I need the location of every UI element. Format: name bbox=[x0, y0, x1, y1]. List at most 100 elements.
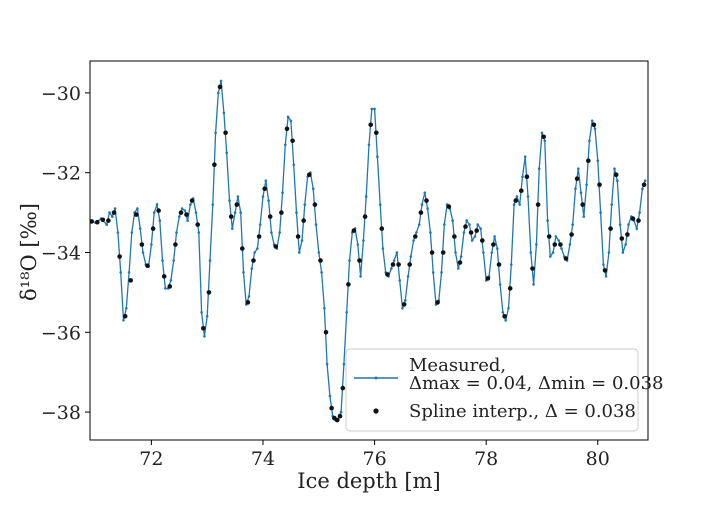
spline-point bbox=[134, 212, 139, 217]
spline-point bbox=[457, 260, 463, 265]
measured-point bbox=[169, 279, 173, 282]
y-tick-label: −38 bbox=[41, 402, 81, 424]
spline-point bbox=[228, 214, 234, 219]
x-tick-label: 72 bbox=[139, 448, 163, 470]
measured-point bbox=[247, 295, 251, 298]
legend-measured-label-line1: Measured, bbox=[409, 355, 506, 376]
spline-point bbox=[217, 84, 223, 90]
measured-point bbox=[454, 251, 457, 254]
measured-point bbox=[367, 143, 371, 147]
spline-point bbox=[619, 236, 625, 241]
measured-point bbox=[314, 223, 318, 226]
measured-point bbox=[325, 362, 329, 366]
measured-point bbox=[105, 223, 108, 226]
measured-point bbox=[161, 259, 164, 262]
measured-point bbox=[523, 155, 527, 158]
measured-point bbox=[532, 283, 535, 286]
spline-point bbox=[558, 242, 563, 247]
axis-ticks: 72 74 76 78 80 −38 −36 −34 −32 −30 bbox=[41, 83, 610, 470]
measured-point bbox=[457, 267, 460, 270]
spline-point bbox=[307, 172, 312, 177]
measured-point bbox=[468, 223, 471, 226]
spline-point bbox=[122, 314, 128, 319]
spline-point bbox=[496, 262, 502, 267]
measured-point bbox=[138, 227, 142, 230]
measured-point bbox=[641, 187, 644, 190]
measured-point bbox=[292, 163, 296, 166]
measured-point bbox=[415, 231, 418, 234]
x-tick-label: 78 bbox=[474, 448, 498, 470]
spline-point bbox=[630, 216, 636, 221]
measured-point bbox=[122, 319, 125, 322]
measured-point bbox=[130, 231, 134, 234]
spline-point bbox=[374, 130, 379, 136]
measured-point bbox=[164, 287, 167, 290]
measured-point bbox=[261, 195, 265, 198]
measured-point bbox=[125, 307, 128, 310]
measured-point bbox=[152, 211, 156, 214]
measured-point bbox=[376, 155, 379, 158]
measured-point bbox=[219, 79, 223, 83]
measured-point bbox=[270, 231, 273, 234]
measured-point bbox=[568, 243, 572, 246]
spline-point bbox=[206, 290, 212, 295]
measured-point bbox=[504, 319, 508, 322]
measured-point bbox=[231, 227, 234, 230]
measured-point bbox=[459, 255, 463, 258]
spline-point bbox=[184, 212, 189, 217]
spline-point bbox=[440, 250, 446, 255]
x-axis-label: Ice depth [m] bbox=[297, 469, 440, 493]
measured-point bbox=[356, 243, 360, 246]
measured-point bbox=[473, 235, 477, 238]
measured-point bbox=[574, 187, 577, 190]
spline-point bbox=[173, 242, 178, 247]
spline-point bbox=[240, 246, 245, 251]
legend-measured-marker bbox=[374, 376, 378, 380]
measured-point bbox=[571, 223, 574, 226]
spline-point bbox=[390, 262, 396, 267]
spline-point bbox=[128, 278, 133, 283]
spline-point bbox=[563, 256, 569, 261]
measured-point bbox=[200, 311, 203, 314]
spline-point bbox=[474, 228, 480, 233]
spline-point bbox=[463, 224, 468, 229]
measured-point bbox=[300, 239, 304, 242]
legend-spline-label: Spline interp., Δ = 0.038 bbox=[409, 401, 636, 422]
measured-point bbox=[298, 251, 301, 254]
measured-point bbox=[217, 91, 220, 95]
measured-point bbox=[507, 307, 510, 310]
measured-point bbox=[180, 207, 184, 210]
spline-point bbox=[284, 126, 290, 132]
measured-point bbox=[546, 219, 549, 222]
spline-point bbox=[546, 234, 552, 239]
spline-point bbox=[396, 262, 401, 267]
measured-point bbox=[339, 410, 343, 414]
measured-point bbox=[537, 167, 541, 170]
spline-point bbox=[636, 218, 641, 223]
measured-point bbox=[392, 259, 396, 262]
measured-point bbox=[577, 167, 580, 170]
spline-point bbox=[569, 232, 574, 237]
spline-point bbox=[602, 268, 608, 273]
measured-point bbox=[585, 183, 588, 186]
x-tick-label: 80 bbox=[586, 448, 610, 470]
measured-point bbox=[205, 315, 209, 318]
measured-point bbox=[284, 143, 287, 147]
measured-point bbox=[214, 131, 217, 135]
measured-point bbox=[409, 255, 413, 258]
y-axis-label: δ¹⁸O [‰] bbox=[17, 203, 41, 301]
measured-point bbox=[610, 203, 613, 206]
measured-point bbox=[529, 251, 533, 254]
measured-point bbox=[590, 119, 594, 123]
spline-point bbox=[189, 198, 195, 203]
measured-point bbox=[512, 203, 516, 206]
spline-point bbox=[90, 219, 94, 224]
spline-point bbox=[446, 204, 452, 209]
measured-point bbox=[178, 215, 181, 218]
measured-point bbox=[401, 307, 404, 310]
measured-point bbox=[476, 223, 480, 226]
x-tick-label: 74 bbox=[251, 448, 275, 470]
spline-point bbox=[100, 217, 106, 223]
measured-point bbox=[429, 231, 432, 234]
measured-point bbox=[627, 223, 630, 226]
